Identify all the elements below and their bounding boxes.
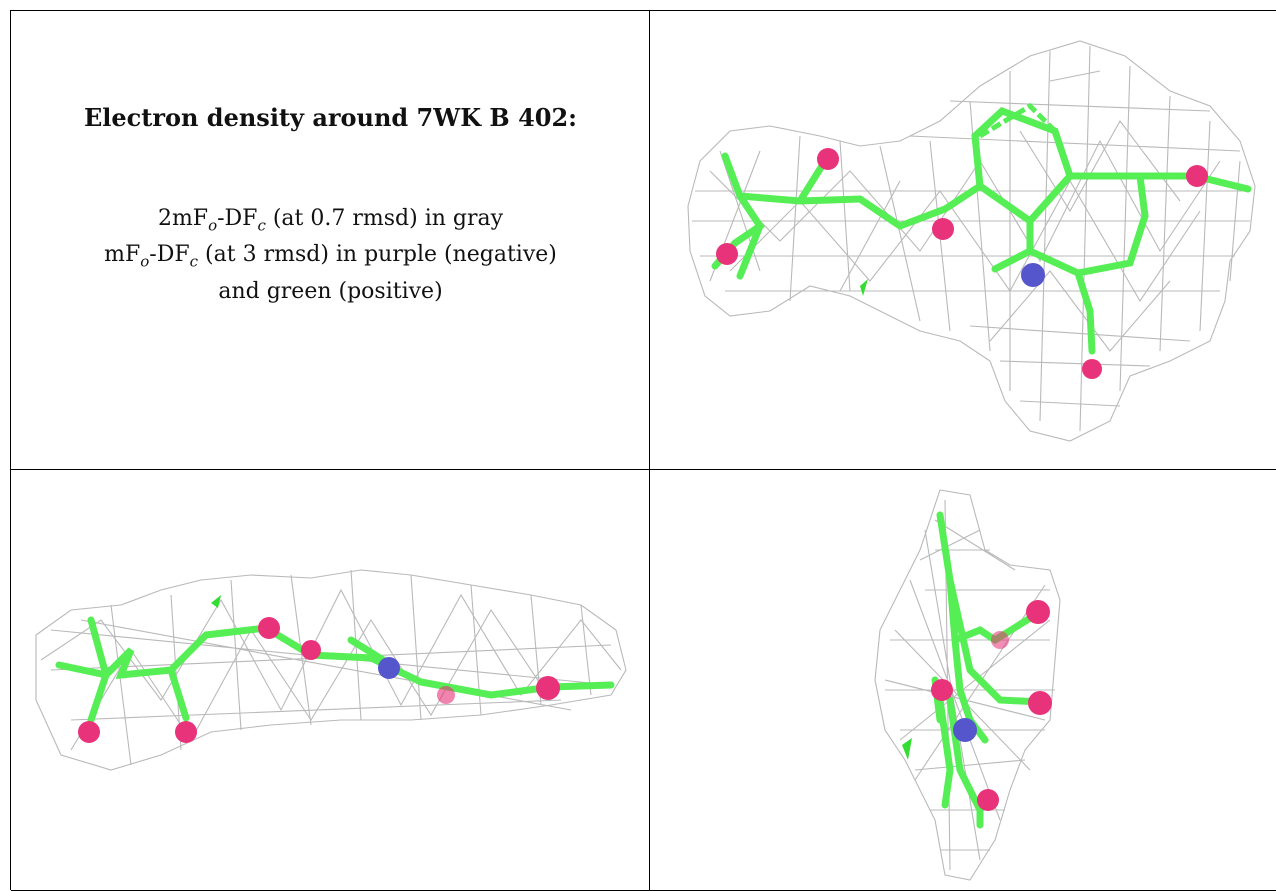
description-line-2: mFo-DFc (at 3 rmsd) in purple (negative) bbox=[104, 242, 557, 271]
positive-density-blob bbox=[860, 279, 868, 296]
density-view-end bbox=[650, 470, 1276, 891]
ligand-bonds bbox=[55, 616, 615, 724]
legend-panel: Electron density around 7WK B 402: 2mFo-… bbox=[11, 11, 650, 470]
aromatic-bonds bbox=[978, 102, 1057, 139]
density-view-side-svg bbox=[35, 569, 627, 771]
atoms bbox=[931, 600, 1052, 811]
mesh bbox=[874, 489, 1061, 881]
density-view-top bbox=[650, 11, 1276, 470]
mesh bbox=[687, 40, 1256, 442]
positive-density-blob bbox=[902, 738, 912, 760]
density-view-side bbox=[11, 470, 650, 891]
atoms bbox=[716, 148, 1208, 379]
description-line-3: and green (positive) bbox=[218, 278, 443, 304]
atoms bbox=[78, 617, 560, 743]
description-line-1: 2mFo-DFc (at 0.7 rmsd) in gray bbox=[157, 206, 504, 235]
figure-grid: Electron density around 7WK B 402: 2mFo-… bbox=[10, 10, 1276, 891]
density-view-end-svg bbox=[874, 489, 1061, 881]
map-description: 2mFo-DFc (at 0.7 rmsd) in gray mFo-DFc (… bbox=[11, 204, 649, 307]
density-view-top-svg bbox=[687, 40, 1256, 442]
figure-title: Electron density around 7WK B 402: bbox=[83, 103, 578, 132]
positive-density-blob bbox=[211, 595, 221, 608]
